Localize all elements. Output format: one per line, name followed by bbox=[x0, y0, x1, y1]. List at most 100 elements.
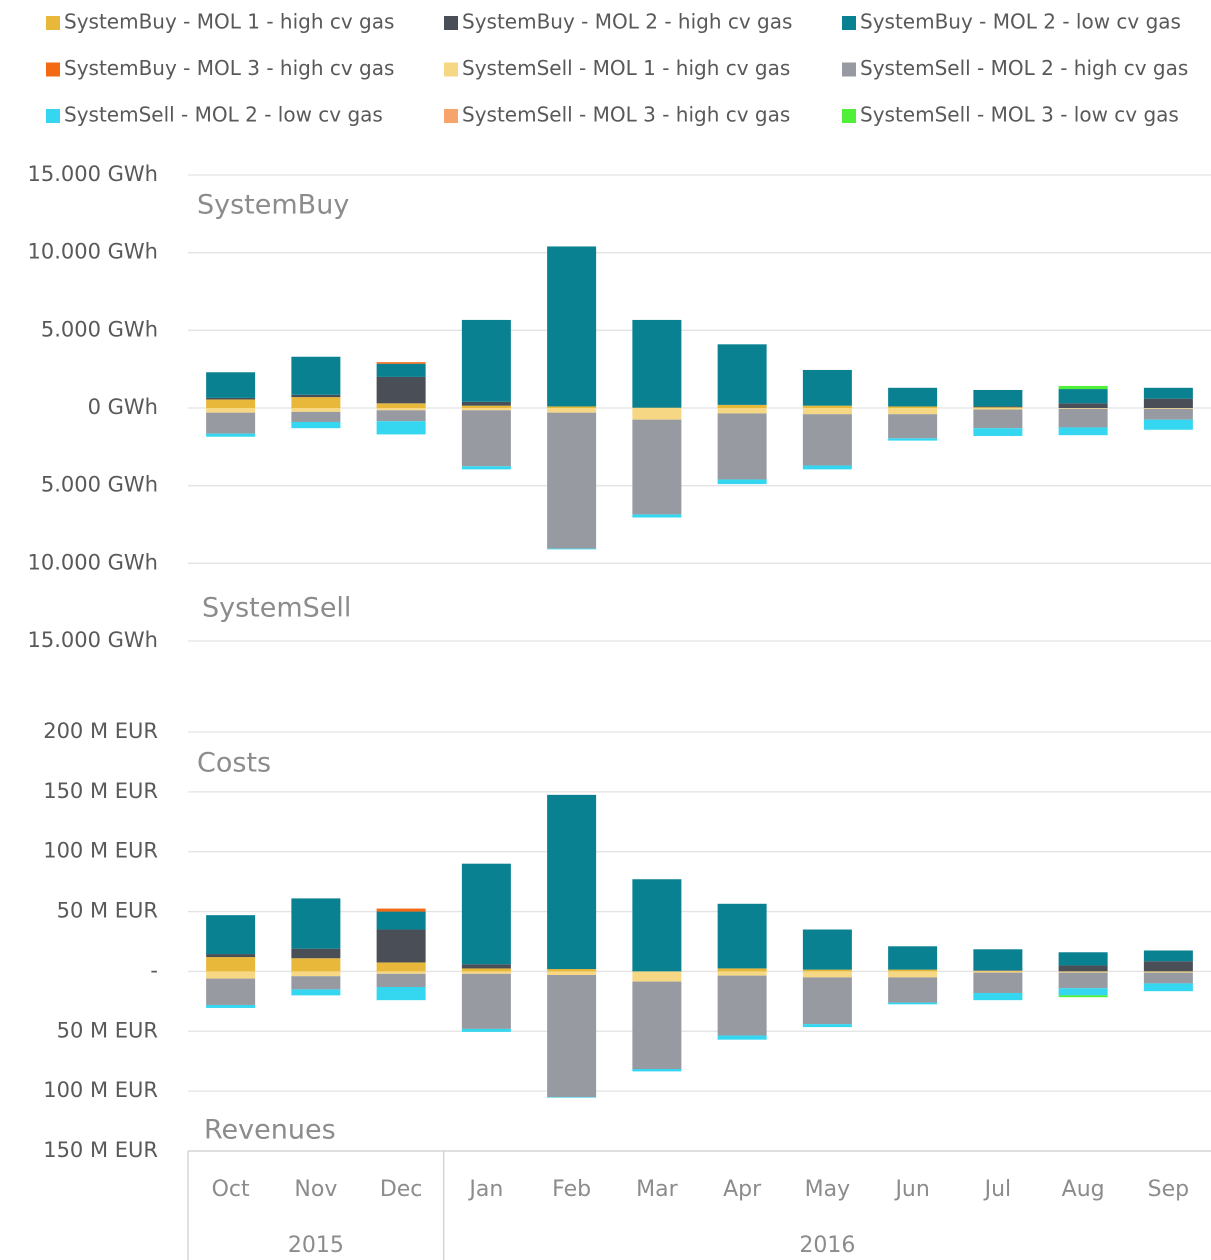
legend-label: SystemBuy - MOL 3 - high cv gas bbox=[64, 56, 394, 80]
bar-segment bbox=[973, 389, 1023, 407]
bar-segment bbox=[461, 1028, 511, 1032]
bar-segment bbox=[632, 879, 682, 972]
x-tick-label: Sep bbox=[1148, 1177, 1189, 1202]
annotation: SystemSell bbox=[202, 593, 351, 624]
bar-segment bbox=[547, 1097, 597, 1098]
bar-segment bbox=[376, 962, 426, 972]
bar-segment bbox=[888, 408, 938, 415]
x-tick-label: Oct bbox=[212, 1177, 250, 1202]
bar-segment bbox=[973, 972, 1023, 993]
x-tick-label: Aug bbox=[1062, 1177, 1105, 1202]
y-tick-label: 100 M EUR bbox=[43, 1078, 158, 1102]
bar-segment bbox=[888, 438, 938, 441]
bar-segment bbox=[547, 794, 597, 970]
annotation: Revenues bbox=[204, 1115, 336, 1146]
legend-label: SystemSell - MOL 1 - high cv gas bbox=[462, 56, 790, 80]
bar-segment bbox=[1058, 408, 1108, 428]
bar-segment bbox=[973, 970, 1023, 972]
y-tick-label: 150 M EUR bbox=[43, 1138, 158, 1162]
bar-segment bbox=[376, 363, 426, 377]
bar-segment bbox=[973, 992, 1023, 1001]
bar-segment bbox=[206, 915, 256, 955]
bar-segment bbox=[291, 408, 341, 412]
bar-segment bbox=[973, 970, 1023, 971]
bar-segment bbox=[547, 406, 597, 408]
bar-segment bbox=[888, 1002, 938, 1005]
y-tick-label: 10.000 GWh bbox=[27, 550, 158, 574]
y-tick-label: 5.000 GWh bbox=[41, 317, 158, 341]
bar-segment bbox=[461, 319, 511, 402]
bar-segment bbox=[1058, 995, 1108, 998]
legend-label: SystemSell - MOL 2 - high cv gas bbox=[860, 56, 1188, 80]
legend-swatch bbox=[444, 62, 458, 77]
bar-segment bbox=[1143, 950, 1193, 962]
legend-label: SystemSell - MOL 2 - low cv gas bbox=[64, 103, 383, 127]
bar-segment bbox=[291, 989, 341, 996]
bar-segment bbox=[291, 948, 341, 959]
x-tick-label: Jul bbox=[983, 1177, 1012, 1202]
legend-label: SystemSell - MOL 3 - high cv gas bbox=[462, 103, 790, 127]
bar-segment bbox=[717, 903, 767, 969]
bar-segment bbox=[973, 409, 1023, 429]
y-tick-label: 15.000 GWh bbox=[27, 628, 158, 652]
bar-segment bbox=[291, 356, 341, 395]
bar-segment bbox=[1058, 385, 1108, 390]
bar-segment bbox=[973, 407, 1023, 408]
bar-segment bbox=[547, 969, 597, 972]
bar-segment bbox=[206, 408, 256, 413]
bar-segment bbox=[376, 408, 426, 411]
y-tick-label: 5.000 GWh bbox=[41, 473, 158, 497]
bar-segment bbox=[547, 408, 597, 413]
bar-segment bbox=[206, 433, 256, 437]
bar-segment bbox=[632, 971, 682, 982]
legend-swatch bbox=[46, 16, 60, 30]
bar-segment bbox=[717, 975, 767, 1036]
bar-segment bbox=[291, 976, 341, 990]
bar-segment bbox=[376, 403, 426, 408]
bar-segment bbox=[802, 405, 852, 408]
bar-segment bbox=[461, 466, 511, 470]
bar-segment bbox=[206, 957, 256, 972]
bar-segment bbox=[376, 971, 426, 974]
legend-swatch bbox=[842, 16, 856, 30]
bar-segment bbox=[888, 414, 938, 439]
bar-segment bbox=[802, 1024, 852, 1028]
bar-segment bbox=[461, 410, 511, 467]
bar-segment bbox=[376, 929, 426, 963]
bar-segment bbox=[376, 410, 426, 422]
bar-segment bbox=[1143, 408, 1193, 409]
x-tick-label: Mar bbox=[636, 1177, 678, 1202]
bar-segment bbox=[291, 394, 341, 398]
bar-segment bbox=[291, 958, 341, 972]
bar-segment bbox=[802, 408, 852, 415]
bar-segment bbox=[973, 428, 1023, 436]
bar-segment bbox=[802, 414, 852, 466]
bar-segment bbox=[206, 399, 256, 408]
bar-segment bbox=[888, 946, 938, 970]
legend-swatch bbox=[46, 62, 60, 77]
bar-segment bbox=[888, 406, 938, 408]
bar-segment bbox=[1143, 387, 1193, 399]
bar-segment bbox=[717, 344, 767, 405]
bar-segment bbox=[973, 406, 1023, 408]
legend-swatch bbox=[444, 16, 458, 30]
bar-segment bbox=[1143, 398, 1193, 408]
bar-segment bbox=[973, 408, 1023, 410]
bar-segment bbox=[888, 971, 938, 978]
y-tick-label: 150 M EUR bbox=[43, 779, 158, 803]
bar-segment bbox=[376, 911, 426, 930]
bar-segment bbox=[888, 977, 938, 1003]
bar-segment bbox=[461, 971, 511, 974]
bar-segment bbox=[547, 971, 597, 976]
bar-segment bbox=[717, 1035, 767, 1040]
bar-segment bbox=[1058, 408, 1108, 409]
bar-segment bbox=[1058, 427, 1108, 436]
y-tick-label: 100 M EUR bbox=[43, 839, 158, 863]
bar-segment bbox=[376, 986, 426, 1001]
y-tick-label: 10.000 GWh bbox=[27, 240, 158, 264]
bar-segment bbox=[973, 971, 1023, 973]
bar-segment bbox=[291, 397, 341, 408]
bar-segment bbox=[291, 421, 341, 429]
bar-segment bbox=[376, 908, 426, 912]
